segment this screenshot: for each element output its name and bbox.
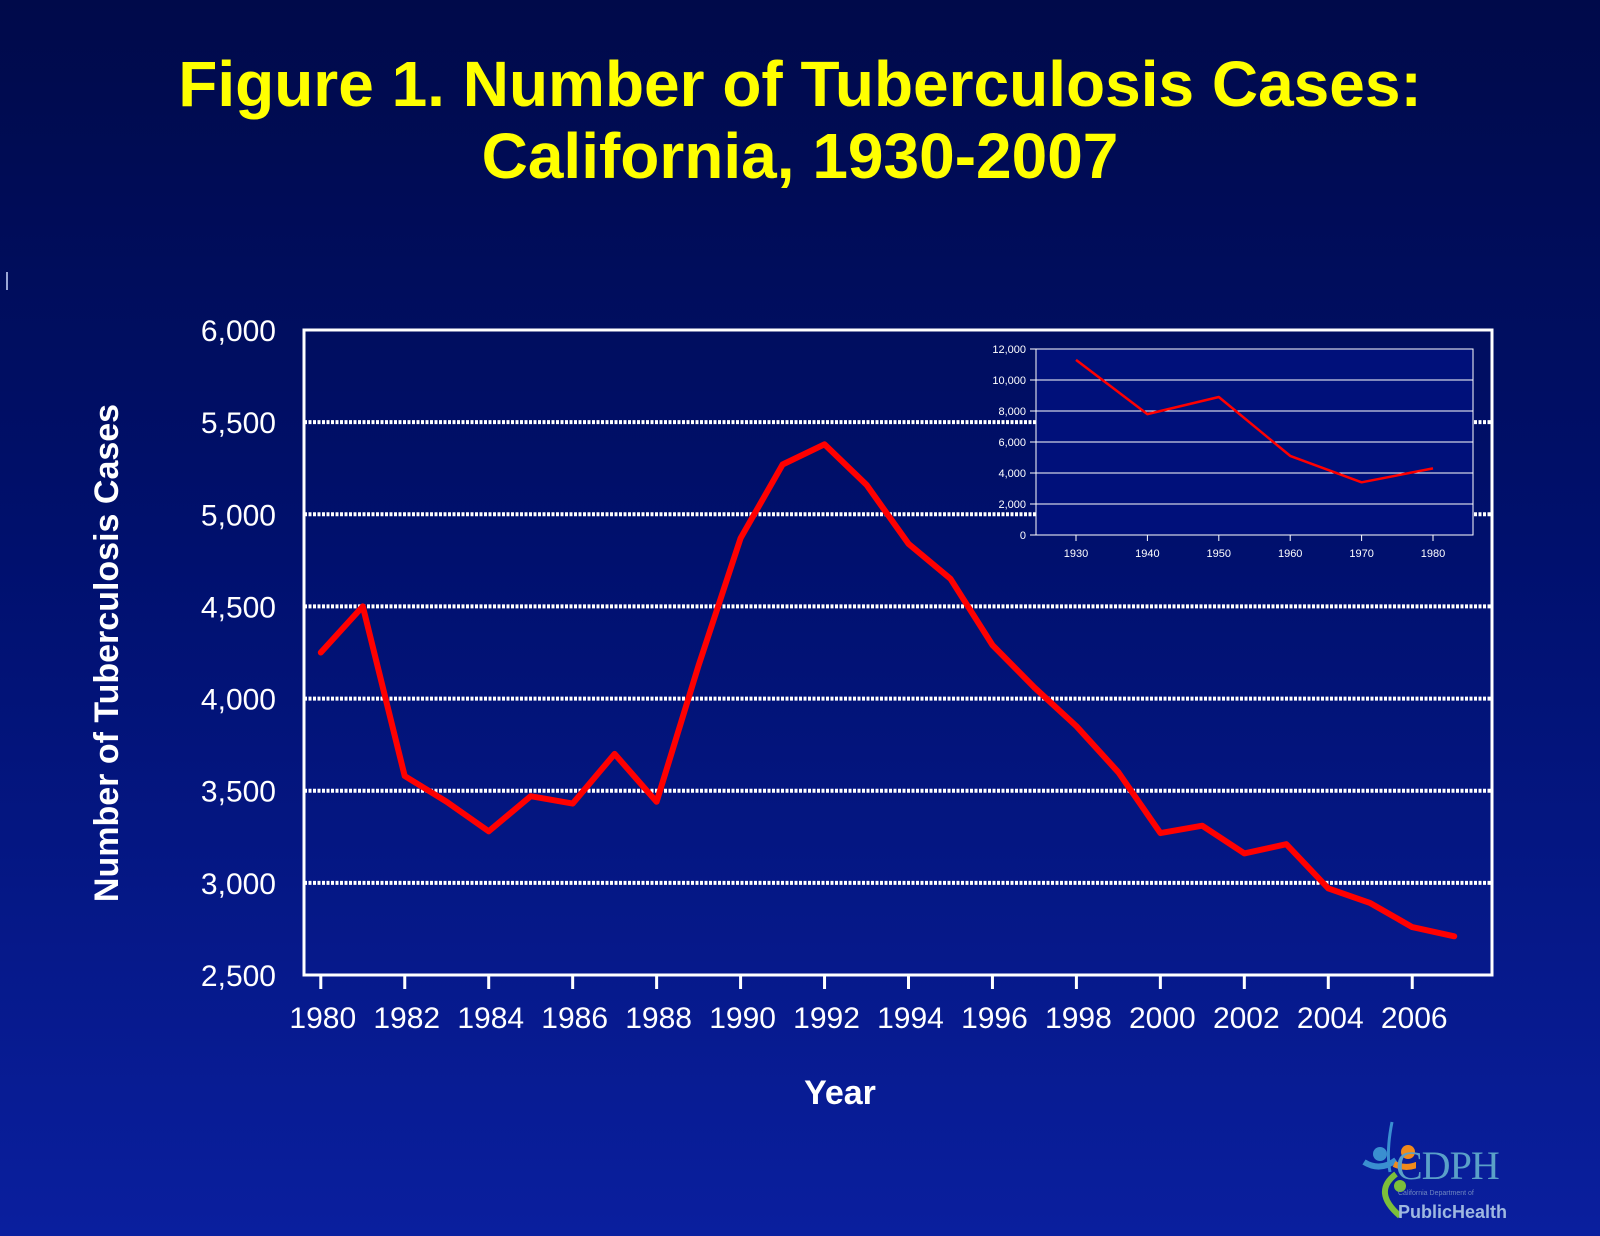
inset-x-tick-label: 1960 [1278,548,1302,560]
cdph-logo: CDPH California Department of PublicHeal… [1356,1112,1508,1232]
y-axis-label: Number of Tuberculosis Cases [88,404,126,902]
main-x-tick-label: 1988 [625,1002,692,1035]
inset-y-tick-label: 10,000 [992,375,1026,387]
main-y-tick-label: 4,500 [201,591,276,624]
inset-gridlines [1036,348,1473,505]
main-y-tick-labels: 2,500 3,000 3,500 4,000 4,500 5,000 5,500 6,000 [201,315,276,993]
inset-x-tick-labels: 1930 1940 1950 1960 1970 1980 [1064,535,1445,560]
inset-y-tick-label: 2,000 [998,499,1026,511]
main-x-tick-label: 1996 [961,1002,1028,1035]
slide-edge-mark [6,272,8,290]
main-x-tick-label: 2002 [1213,1002,1280,1035]
chart-title: Figure 1. Number of Tuberculosis Cases: … [0,48,1600,192]
inset-y-tick-label: 8,000 [998,406,1026,418]
inset-x-tick-label: 1980 [1421,548,1445,560]
main-x-tick-label: 1984 [457,1002,524,1035]
main-x-tick-labels: 1980 1982 1984 1986 1988 1990 1992 1994 1996 1998… [289,975,1448,1035]
logo-tagline: California Department of [1398,1190,1474,1197]
inset-x-tick-label: 1970 [1349,548,1373,560]
inset-y-tick-label: 12,000 [992,344,1026,356]
main-y-tick-label: 4,000 [201,684,276,717]
title-line-1: Figure 1. Number of Tuberculosis Cases: [178,48,1422,120]
main-y-tick-label: 5,000 [201,499,276,532]
main-plot-frame [302,328,1494,977]
inset-y-tick-label: 6,000 [998,437,1026,449]
inset-y-tick-label: 0 [1020,530,1026,542]
main-x-tick-label: 2000 [1129,1002,1196,1035]
inset-y-tick-label: 4,000 [998,468,1026,480]
main-x-tick-label: 1990 [709,1002,776,1035]
main-y-tick-label: 2,500 [201,960,276,993]
main-y-tick-label: 3,500 [201,776,276,809]
main-x-tick-label: 1998 [1045,1002,1112,1035]
main-x-tick-label: 1982 [373,1002,440,1035]
logo-subtitle: PublicHealth [1398,1202,1508,1222]
main-x-tick-label: 1986 [541,1002,608,1035]
main-x-tick-label: 1992 [793,1002,860,1035]
main-y-tick-label: 5,500 [201,407,276,440]
main-y-tick-label: 6,000 [201,315,276,348]
main-x-tick-label: 1994 [877,1002,944,1035]
main-x-tick-label: 2006 [1381,1002,1448,1035]
main-series-line [317,441,1458,940]
main-x-tick-label: 1980 [289,1002,356,1035]
inset-series-line [1075,358,1434,484]
inset-x-tick-label: 1930 [1064,548,1088,560]
inset-x-tick-label: 1950 [1207,548,1231,560]
x-axis-label: Year [804,1074,876,1112]
cdph-figures-icon [1362,1121,1416,1219]
inset-y-tick-labels: 0 2,000 4,000 6,000 8,000 10,000 12,000 [992,344,1036,542]
inset-x-tick-label: 1940 [1135,548,1159,560]
title-line-2: California, 1930-2007 [481,120,1119,192]
main-y-tick-label: 3,000 [201,868,276,901]
logo-wordmark: CDPH [1396,1143,1500,1188]
main-x-tick-label: 2004 [1297,1002,1364,1035]
